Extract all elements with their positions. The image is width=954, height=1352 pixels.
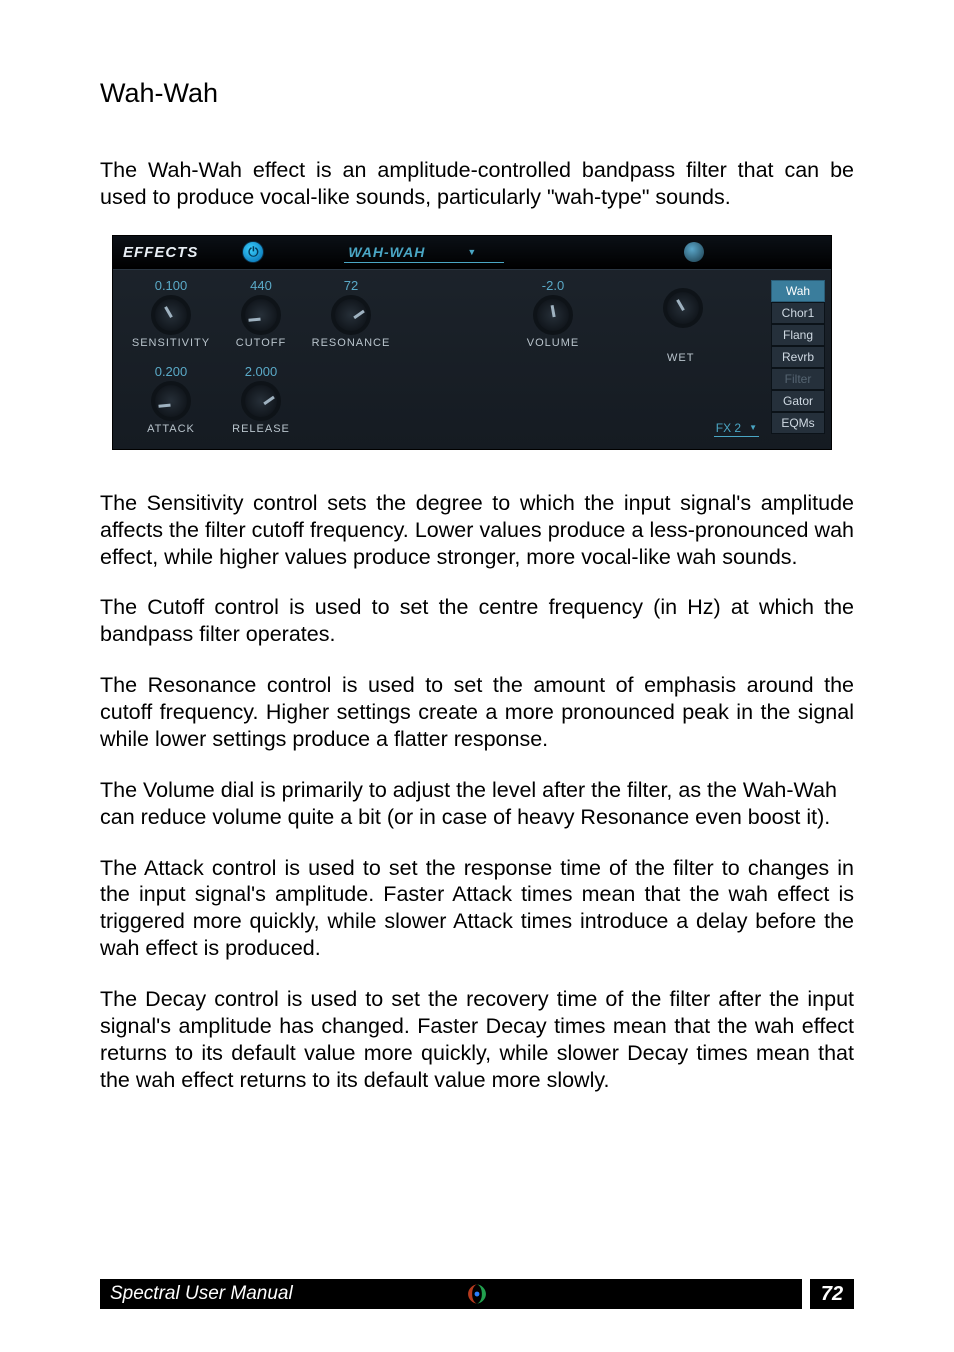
para-volume: The Volume dial is primarily to adjust t…	[100, 777, 854, 831]
knob-cutoff-label: CUTOFF	[221, 337, 301, 349]
knob-cutoff-value: 440	[221, 278, 301, 293]
fx-stack-gator[interactable]: Gator	[771, 390, 825, 412]
para-cutoff: The Cutoff control is used to set the ce…	[100, 594, 854, 648]
fx-stack-chor1[interactable]: Chor1	[771, 302, 825, 324]
para-resonance: The Resonance control is used to set the…	[100, 672, 854, 753]
knob-release-value: 2.000	[221, 364, 301, 379]
knob-resonance-value: 72	[311, 278, 391, 293]
knob-release[interactable]: 2.000 RELEASE	[221, 364, 301, 435]
effects-body: 0.100 SENSITIVITY 440 CUTOFF 72 RESONANC…	[113, 270, 831, 449]
effects-header: EFFECTS ⏻ WAH-WAH ▼	[113, 236, 831, 270]
knob-indicator	[551, 305, 556, 317]
effect-select-dropdown[interactable]: WAH-WAH ▼	[344, 242, 504, 263]
para-decay: The Decay control is used to set the rec…	[100, 986, 854, 1094]
fx-stack-wah[interactable]: Wah	[771, 280, 825, 302]
fx-stack: Wah Chor1 Flang Revrb Filter Gator EQMs	[771, 280, 825, 434]
chevron-down-icon: ▼	[749, 423, 757, 432]
knob-indicator	[353, 309, 365, 318]
knob-indicator	[676, 299, 685, 311]
knob-volume-label: VOLUME	[513, 337, 593, 349]
knob-sensitivity[interactable]: 0.100 SENSITIVITY	[131, 278, 211, 349]
effects-panel: EFFECTS ⏻ WAH-WAH ▼ 0.100 SENSITIVITY 44…	[112, 235, 832, 450]
fx-stack-revrb[interactable]: Revrb	[771, 346, 825, 368]
knob-cutoff[interactable]: 440 CUTOFF	[221, 278, 301, 349]
knob-resonance[interactable]: 72 RESONANCE	[311, 278, 391, 349]
knob-indicator	[158, 403, 170, 407]
knob-sensitivity-label: SENSITIVITY	[131, 337, 211, 349]
footer-title: Spectral User Manual	[100, 1279, 802, 1309]
para-sensitivity: The Sensitivity control sets the degree …	[100, 490, 854, 571]
knob-attack[interactable]: 0.200 ATTACK	[131, 364, 211, 435]
fx-stack-flang[interactable]: Flang	[771, 324, 825, 346]
effect-select-label: WAH-WAH	[348, 244, 425, 260]
page-heading: Wah-Wah	[100, 78, 854, 109]
knob-release-label: RELEASE	[221, 423, 301, 435]
fx-stack-eqms[interactable]: EQMs	[771, 412, 825, 434]
knob-wet[interactable]	[643, 288, 723, 330]
page-footer: Spectral User Manual 72	[0, 1276, 954, 1312]
para-attack: The Attack control is used to set the re…	[100, 855, 854, 963]
knob-attack-value: 0.200	[131, 364, 211, 379]
knob-resonance-label: RESONANCE	[311, 337, 391, 349]
footer-logo-icon	[462, 1279, 492, 1309]
globe-icon[interactable]	[684, 242, 704, 262]
fx-stack-filter[interactable]: Filter	[771, 368, 825, 390]
footer-page-number: 72	[810, 1279, 854, 1309]
chevron-down-icon: ▼	[467, 247, 477, 257]
knob-indicator	[164, 306, 173, 318]
knob-attack-label: ATTACK	[131, 423, 211, 435]
fx-bus-label: FX 2	[716, 421, 741, 435]
effects-title: EFFECTS	[123, 244, 198, 261]
knob-wet-label: WET	[667, 352, 694, 364]
knob-volume[interactable]: -2.0 VOLUME	[513, 278, 593, 349]
knob-indicator	[263, 395, 275, 404]
fx-bus-dropdown[interactable]: FX 2 ▼	[714, 420, 759, 437]
knob-sensitivity-value: 0.100	[131, 278, 211, 293]
knob-volume-value: -2.0	[513, 278, 593, 293]
power-icon[interactable]: ⏻	[242, 241, 264, 263]
para-intro: The Wah-Wah effect is an amplitude-contr…	[100, 157, 854, 211]
knob-indicator	[248, 317, 260, 321]
